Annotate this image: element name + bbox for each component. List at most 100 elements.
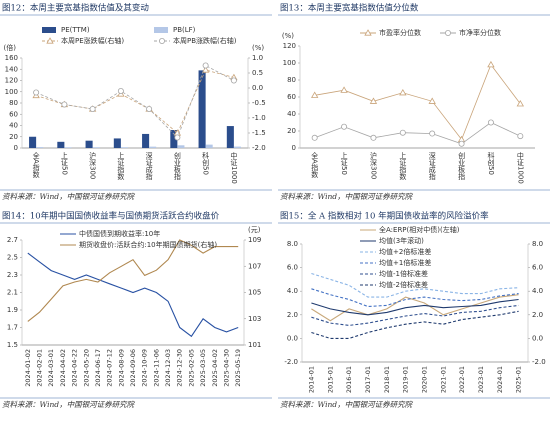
series-line [311, 304, 519, 326]
x-tick-label: 科创50 [202, 151, 210, 175]
y-tick-label: -1.0 [252, 114, 266, 122]
point-marker [311, 134, 318, 141]
source-note: 资料来源：Wind，中国银河证券研究院 [280, 192, 414, 201]
y2-axis-unit: (元) [248, 226, 261, 234]
source-note: 资料来源：Wind，中国银河证券研究院 [2, 400, 136, 409]
legend-marker [158, 38, 165, 45]
bar [85, 140, 93, 148]
y-tick-label: 103 [248, 315, 261, 323]
x-tick-label: 2024-02-01 [36, 349, 44, 387]
point-marker [399, 88, 407, 96]
x-tick-label: 2024-05-20 [82, 349, 90, 387]
y-tick-label: -2.0 [284, 358, 298, 366]
point-marker [517, 133, 524, 140]
bar [120, 147, 128, 148]
x-tick-label: 2022-01 [458, 366, 466, 393]
bar [113, 138, 121, 148]
y-tick-label: -0.5 [252, 99, 266, 107]
legend-marker [444, 29, 451, 36]
legend-label: 均值+2倍标准差 [379, 247, 431, 256]
x-tick-label: 2024-04-02 [59, 349, 67, 387]
x-tick-label: 2024-10-09 [141, 349, 149, 387]
x-tick-label: 2024-12-03 [164, 349, 172, 387]
y-tick-label: 4.0 [532, 287, 543, 295]
point-marker [340, 86, 348, 93]
y-tick-label: 0.0 [532, 334, 543, 342]
point-marker [117, 88, 124, 95]
x-tick-label: 2025-03-05 [199, 349, 207, 387]
series-line [311, 272, 519, 298]
point-marker [487, 119, 494, 126]
x-tick-label: 2024-07-12 [106, 349, 114, 387]
series-line [311, 294, 519, 322]
y-tick-label: 100 [283, 59, 296, 67]
x-tick-label: 创业板指 [458, 151, 466, 181]
x-tick-label: 2024-01 [496, 366, 504, 393]
legend-label: 中债国债到期收益率:10年 [79, 229, 160, 238]
x-tick-label: 2025-04-02 [211, 349, 219, 387]
x-tick-label: 2020-01 [420, 366, 428, 393]
x-tick-label: 2025-05-19 [234, 349, 242, 387]
x-tick-label: 中证1000 [230, 151, 238, 184]
point-marker [201, 66, 210, 73]
point-marker [369, 97, 378, 104]
point-marker [399, 129, 406, 136]
x-tick-label: 2024-01-02 [24, 349, 32, 387]
y-tick-label: 1.9 [7, 306, 18, 314]
x-tick-label: 上证50 [60, 151, 68, 175]
y-tick-label: 6.0 [287, 264, 298, 272]
point-marker [487, 60, 495, 68]
y-tick-label: 40 [9, 122, 18, 130]
y-tick-label: 1.7 [7, 324, 18, 332]
y-tick-label: 101 [248, 341, 261, 349]
legend-label: 全A:ERP(相对中债)(左轴) [379, 225, 460, 234]
series-line [314, 63, 521, 141]
legend-marker [364, 29, 372, 36]
series-line [311, 298, 519, 316]
bar [177, 145, 185, 148]
x-tick-label: 2024-06-17 [94, 349, 102, 387]
x-tick-label: 上证50 [340, 151, 348, 175]
x-tick-label: 沪深300 [369, 151, 377, 179]
y-tick-label: 8.0 [532, 240, 543, 248]
bar [226, 126, 234, 148]
point-marker [202, 62, 209, 69]
legend-label: 市净率分位数 [459, 28, 501, 37]
bar [142, 133, 150, 148]
series-line [35, 64, 235, 139]
y-tick-label: 20 [9, 133, 18, 141]
x-tick-label: 创业板指 [173, 151, 181, 181]
y-tick-label: 60 [287, 93, 296, 101]
legend-marker [46, 37, 54, 44]
bar [64, 147, 72, 148]
point-marker [89, 106, 96, 113]
y-tick-label: 100 [5, 88, 18, 96]
point-marker [146, 106, 153, 113]
chart-title: 图15：全 A 指数相对 10 年期国债收益率的风险溢价率 [280, 211, 489, 222]
y-axis-unit: (倍) [4, 43, 17, 52]
legend-label: 均值(3年滚动) [379, 236, 424, 245]
legend-label: 期货收盘价:活跃合约:10年期国债期货(右轴) [79, 240, 217, 249]
y-tick-label: 40 [287, 110, 296, 118]
y-tick-label: -2.0 [252, 144, 266, 152]
bar [57, 141, 65, 148]
x-tick-label: 2025-01 [515, 366, 523, 393]
y-tick-label: 80 [9, 99, 18, 107]
y-tick-label: 4.0 [287, 287, 298, 295]
point-marker [341, 123, 348, 130]
x-tick-label: 中证1000 [516, 151, 524, 184]
y-tick-label: 2.0 [532, 311, 543, 319]
y-tick-label: -1.5 [252, 129, 266, 137]
y-tick-label: 0.0 [287, 334, 298, 342]
series-line [311, 288, 519, 308]
y-tick-label: 0 [292, 144, 296, 152]
x-tick-label: 2017-01 [364, 366, 372, 393]
chart-title: 图13：本周主要宽基指数估值分位数 [280, 3, 419, 14]
y-tick-label: -2.0 [532, 358, 546, 366]
y-tick-label: 0.0 [252, 84, 263, 92]
point-marker [428, 97, 436, 104]
point-marker [370, 134, 377, 141]
y-tick-label: 1.0 [252, 54, 263, 62]
x-tick-label: 2024-03-01 [47, 349, 55, 387]
